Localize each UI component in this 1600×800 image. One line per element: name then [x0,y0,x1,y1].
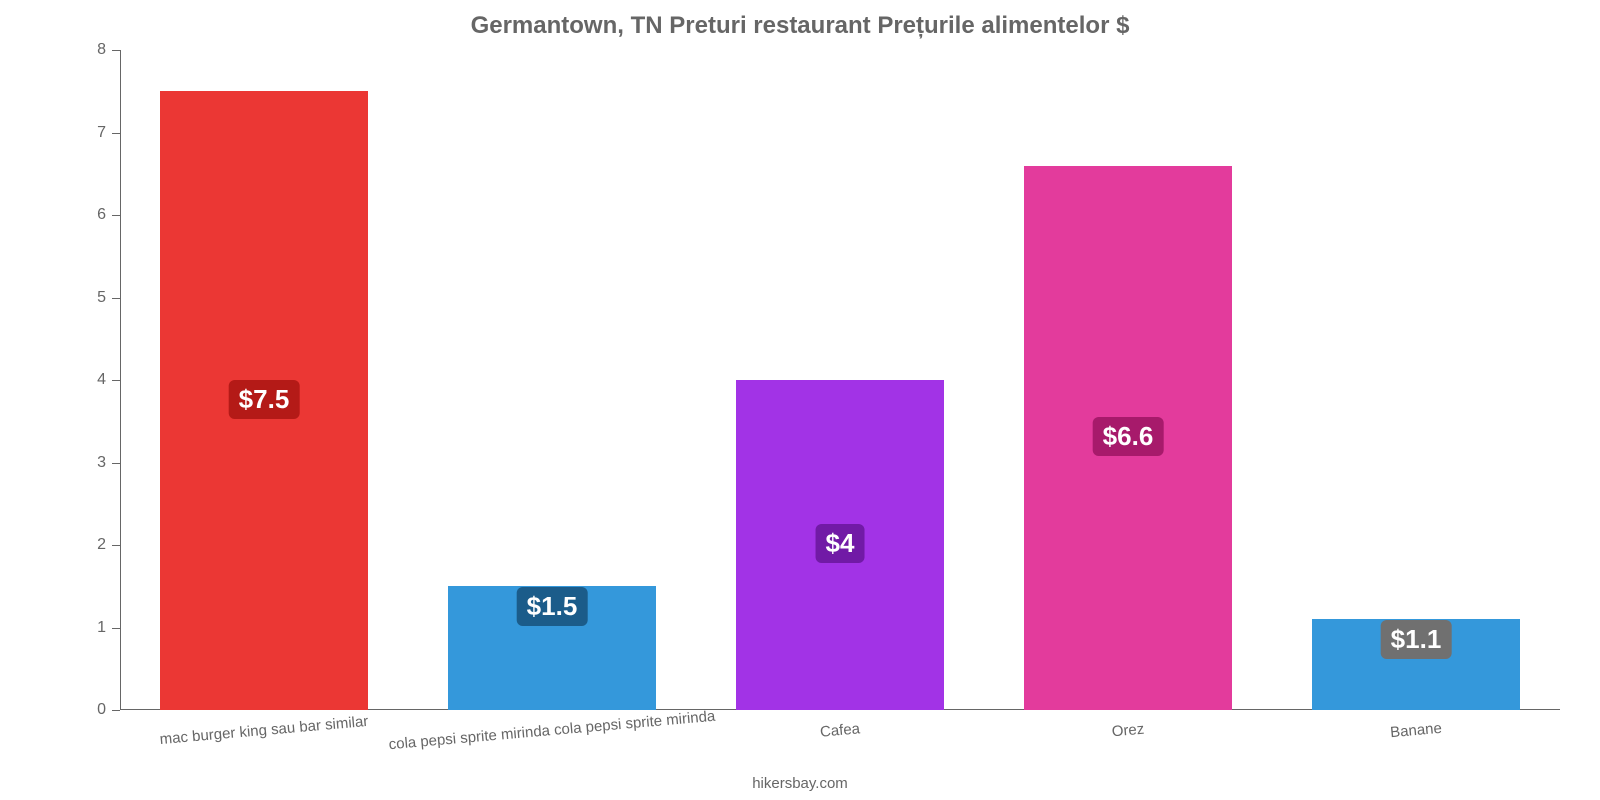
y-tick [112,50,120,51]
y-tick [112,380,120,381]
y-tick-label: 3 [97,454,106,472]
y-tick [112,710,120,711]
x-category-label: Banane [1389,720,1442,741]
y-tick-label: 0 [97,701,106,719]
y-tick-label: 4 [97,371,106,389]
y-tick [112,463,120,464]
plot-area: $7.5$1.5$4$6.6$1.1 012345678 [120,50,1560,710]
y-tick [112,628,120,629]
value-badge: $4 [816,524,865,563]
footer-credit: hikersbay.com [0,775,1600,792]
x-category-label: Cafea [819,720,860,740]
x-category-label: cola pepsi sprite mirinda cola pepsi spr… [388,708,716,753]
value-badge: $6.6 [1093,417,1164,456]
y-tick [112,545,120,546]
value-badge: $1.1 [1381,620,1452,659]
bar: $6.6 [1024,166,1231,711]
y-tick [112,133,120,134]
y-tick-label: 8 [97,41,106,59]
y-tick-label: 7 [97,124,106,142]
bar: $1.1 [1312,619,1519,710]
chart-container: Germantown, TN Preturi restaurant Prețur… [0,0,1600,800]
bar: $1.5 [448,586,655,710]
x-category-label: mac burger king sau bar similar [159,713,369,748]
y-tick-label: 2 [97,536,106,554]
y-tick [112,298,120,299]
y-tick [112,215,120,216]
y-tick-label: 6 [97,206,106,224]
bars-layer: $7.5 $1.5 $4 $6.6 $1.1 [120,50,1560,710]
chart-title: Germantown, TN Preturi restaurant Prețur… [0,12,1600,40]
y-tick-label: 5 [97,289,106,307]
x-category-label: Orez [1111,721,1145,741]
value-badge: $1.5 [517,587,588,626]
bar: $7.5 [160,91,367,710]
y-tick-label: 1 [97,619,106,637]
bar: $4 [736,380,943,710]
value-badge: $7.5 [229,380,300,419]
